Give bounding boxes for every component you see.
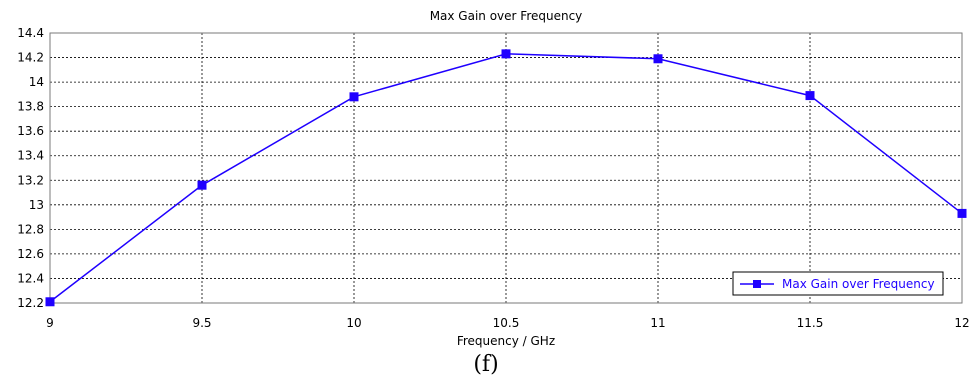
y-tick-label: 14 (29, 75, 44, 89)
plot-frame (49, 32, 963, 304)
data-point-marker (45, 297, 55, 307)
x-axis-label: Frequency / GHz (457, 334, 555, 348)
x-tick-label: 10.5 (493, 316, 520, 330)
y-tick-label: 12.8 (17, 222, 44, 236)
legend-box (732, 271, 944, 296)
data-point-marker (653, 54, 663, 64)
x-tick-label: 12 (954, 316, 969, 330)
series-group (45, 49, 967, 307)
chart: Max Gain over Frequency 12.2 12.4 12.6 12.8… (17, 9, 969, 348)
chart-title: Max Gain over Frequency (430, 9, 583, 23)
y-tick-label: 14.4 (17, 26, 44, 40)
x-tick-label: 11.5 (797, 316, 824, 330)
y-tick-label: 13.2 (17, 173, 44, 187)
data-point-marker (197, 180, 207, 190)
y-tick-label: 12.2 (17, 296, 44, 310)
data-point-marker (501, 49, 511, 59)
legend-label: Max Gain over Frequency (782, 277, 935, 291)
legend: Max Gain over Frequency (732, 271, 944, 296)
y-tick-label: 13 (29, 198, 44, 212)
y-tick-label: 14.2 (17, 51, 44, 65)
x-tick-label: 11 (650, 316, 665, 330)
y-tick-label: 12.4 (17, 271, 44, 285)
data-point-marker (805, 91, 815, 101)
y-tick-label: 13.4 (17, 149, 44, 163)
y-tick-label: 13.8 (17, 100, 44, 114)
legend-marker (753, 280, 761, 288)
x-tick-labels: 9 9.5 10 10.5 11 11.5 12 (46, 316, 969, 330)
figure-caption: (f) (473, 352, 499, 377)
x-tick-label: 9.5 (192, 316, 211, 330)
x-tick-label: 9 (46, 316, 54, 330)
y-tick-labels: 12.2 12.4 12.6 12.8 13 13.2 13.4 13.6 13.8 14 14.2… (17, 26, 44, 310)
data-point-marker (349, 92, 359, 102)
grid (49, 32, 963, 304)
y-tick-label: 13.6 (17, 124, 44, 138)
data-point-marker (957, 208, 967, 218)
y-tick-label: 12.6 (17, 247, 44, 261)
x-tick-label: 10 (346, 316, 361, 330)
